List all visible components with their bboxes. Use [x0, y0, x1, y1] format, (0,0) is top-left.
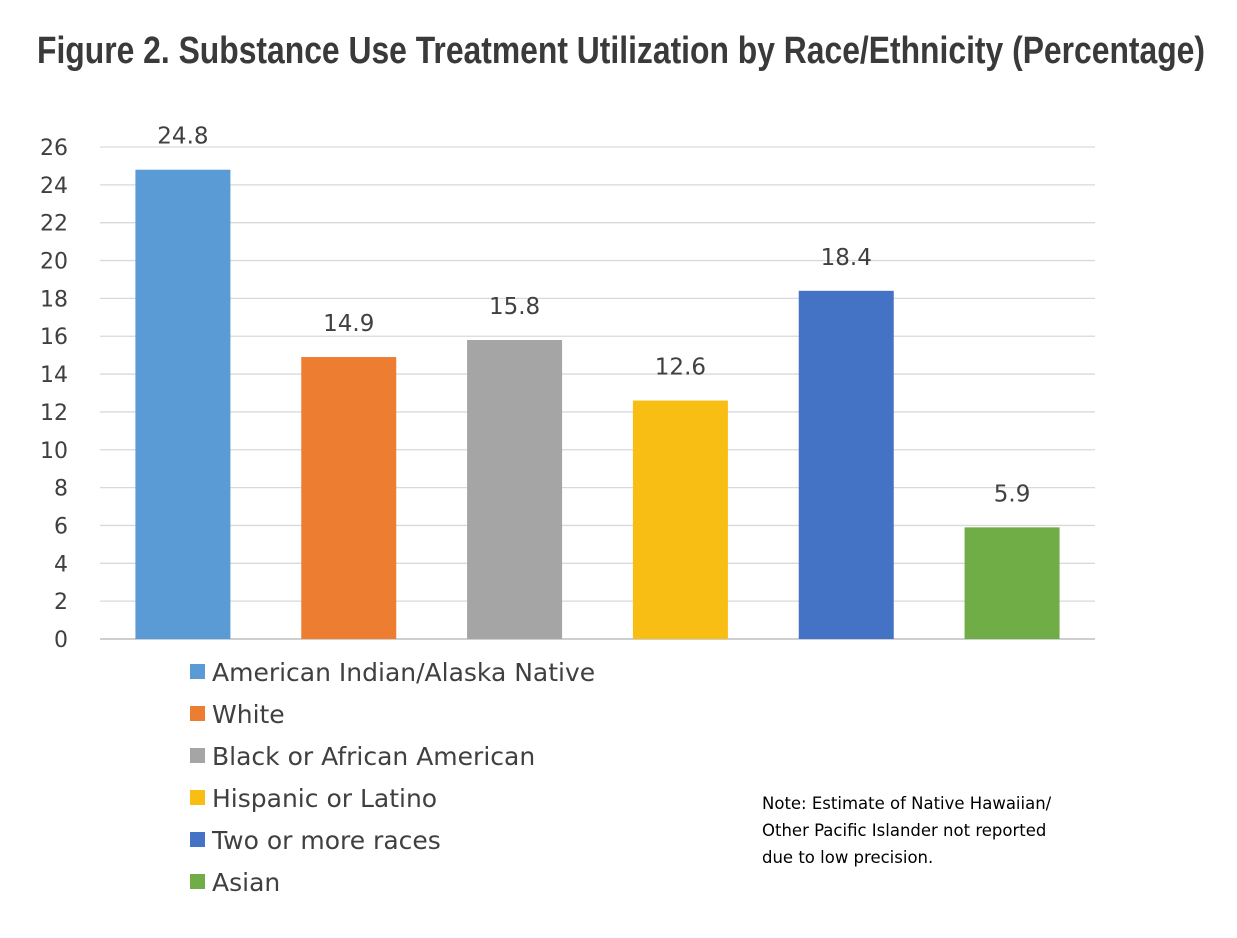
legend-swatch	[190, 748, 205, 763]
bar-5	[798, 290, 894, 639]
bar-2	[301, 357, 397, 639]
legend-swatch	[190, 706, 205, 721]
legend: American Indian/Alaska Native White Black …	[190, 658, 595, 897]
data-label: 18.4	[821, 245, 872, 271]
data-label: 12.6	[655, 355, 706, 381]
y-tick-label: 0	[54, 628, 68, 653]
data-label: 24.8	[157, 124, 208, 150]
y-tick-label: 14	[40, 363, 68, 388]
y-tick-label: 6	[54, 514, 68, 539]
footnote: Note: Estimate of Native Hawaiian/ Other…	[762, 794, 1052, 867]
y-tick-label: 12	[40, 401, 68, 426]
bars	[135, 169, 1060, 639]
legend-swatch	[190, 832, 205, 847]
note-line-3: due to low precision.	[762, 848, 933, 867]
legend-swatch	[190, 664, 205, 679]
legend-label: White	[212, 700, 285, 729]
legend-label: Asian	[212, 868, 280, 897]
legend-swatch	[190, 874, 205, 889]
y-tick-label: 24	[40, 174, 68, 199]
legend-swatch	[190, 790, 205, 805]
chart-title: Figure 2. Substance Use Treatment Utiliz…	[37, 30, 1205, 72]
note-line-1: Note: Estimate of Native Hawaiian/	[762, 794, 1052, 813]
data-label: 15.8	[489, 294, 540, 320]
legend-label: American Indian/Alaska Native	[212, 658, 595, 687]
y-tick-label: 20	[40, 250, 68, 275]
data-label: 14.9	[323, 311, 374, 337]
bar-1	[135, 169, 231, 639]
y-tick-label: 8	[54, 477, 68, 502]
y-tick-label: 16	[40, 325, 68, 350]
y-tick-label: 10	[40, 439, 68, 464]
bar-3	[467, 340, 563, 639]
y-tick-label: 2	[54, 590, 68, 615]
y-tick-label: 18	[40, 287, 68, 312]
legend-label: Two or more races	[211, 826, 441, 855]
y-tick-label: 4	[54, 552, 68, 577]
note-line-2: Other Pacific Islander not reported	[762, 821, 1046, 840]
data-label: 5.9	[994, 481, 1031, 507]
gridlines	[100, 146, 1095, 640]
y-tick-label: 22	[40, 212, 68, 237]
data-labels: 24.8 14.9 15.8 12.6 18.4 5.9	[157, 124, 1030, 508]
y-tick-label: 26	[40, 136, 68, 161]
legend-label: Hispanic or Latino	[212, 784, 437, 813]
bar-6	[964, 527, 1060, 639]
legend-label: Black or African American	[212, 742, 535, 771]
bar-4	[632, 400, 728, 639]
